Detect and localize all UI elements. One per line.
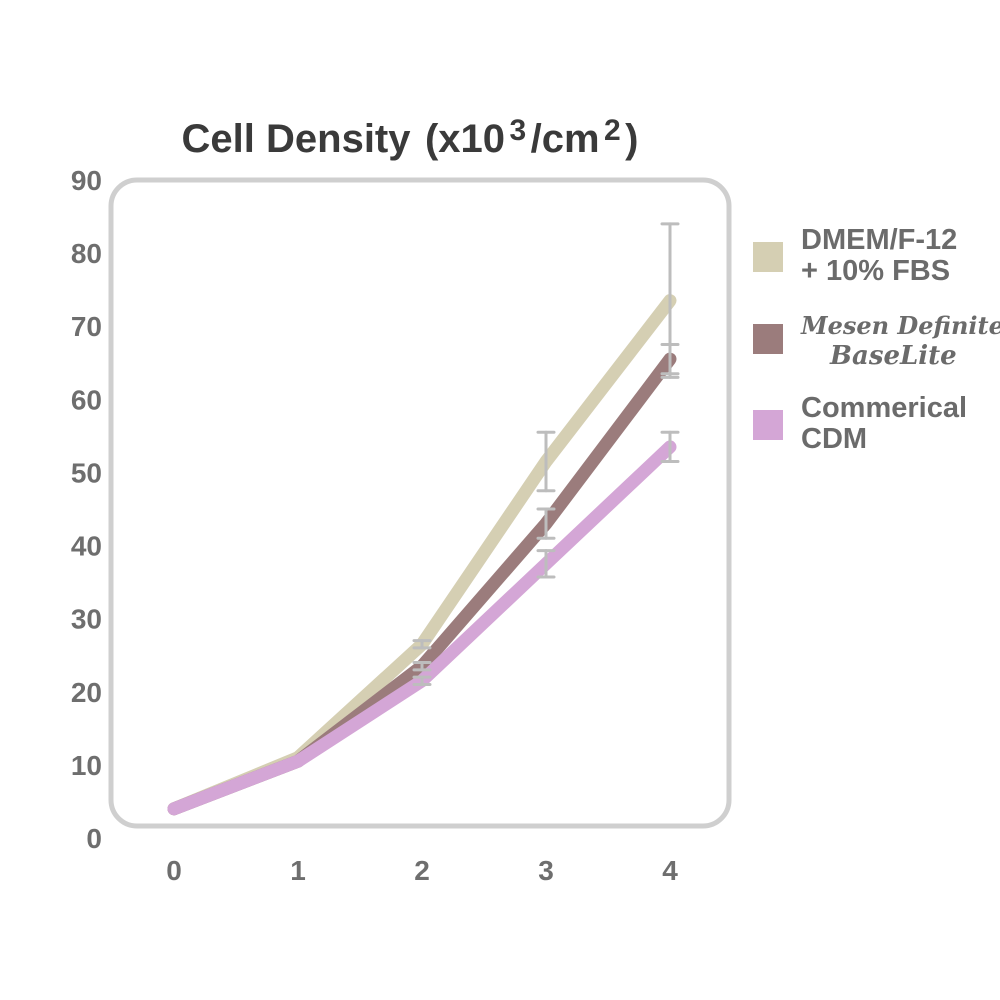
legend-label-2-line-1: CDM [801, 423, 867, 455]
y-tick-label: 40 [71, 531, 102, 562]
y-tick-label: 20 [71, 677, 102, 708]
plot-frame [108, 177, 732, 829]
chart-title-unit-open: (x10 [425, 117, 505, 161]
chart-title-main: Cell Density [182, 117, 412, 161]
legend: DMEM/F-12+ 10% FBS Mesen DefiniteBaseLite… [753, 224, 1000, 455]
chart-title: Cell Density (x10 3 /cm 2 ) [182, 114, 639, 161]
chart-title-unit-sup1: 3 [509, 114, 526, 147]
error-bar [660, 343, 680, 376]
y-tick-label: 90 [71, 165, 102, 196]
chart-title-unit-mid: /cm [531, 117, 600, 161]
chart-title-unit-close: ) [625, 117, 638, 161]
error-bar [660, 430, 680, 463]
error-bar [412, 675, 432, 686]
error-bar [412, 661, 432, 672]
legend-swatch-2 [753, 410, 783, 440]
chart-title-unit-sup2: 2 [604, 114, 621, 147]
y-tick-label: 30 [71, 604, 102, 635]
error-bar [536, 507, 556, 540]
y-tick-label: 0 [86, 823, 102, 854]
x-tick-label: 4 [662, 855, 678, 886]
legend-label-1-line-0: Mesen Definite [800, 311, 1000, 340]
x-axis-ticks: 0 1 2 3 4 [166, 855, 678, 886]
error-bar [536, 549, 556, 579]
y-tick-label: 50 [71, 457, 102, 488]
legend-label-2-line-0: Commerical [801, 392, 967, 424]
y-tick-label: 70 [71, 311, 102, 342]
error-bar [412, 639, 432, 650]
x-tick-label: 2 [414, 855, 430, 886]
x-tick-label: 3 [538, 855, 554, 886]
legend-label-1-line-1: BaseLite [829, 341, 957, 371]
legend-swatch-1 [753, 324, 783, 354]
legend-label-0-line-0: DMEM/F-12 [801, 224, 957, 256]
y-tick-label: 10 [71, 750, 102, 781]
y-tick-label: 80 [71, 238, 102, 269]
error-bars [412, 222, 680, 686]
y-axis-ticks: 0 10 20 30 40 50 60 70 80 90 [71, 165, 102, 854]
x-tick-label: 1 [290, 855, 306, 886]
y-tick-label: 60 [71, 384, 102, 415]
x-tick-label: 0 [166, 855, 182, 886]
legend-label-0-line-1: + 10% FBS [801, 255, 950, 287]
legend-swatch-0 [753, 242, 783, 272]
error-bar [536, 430, 556, 493]
